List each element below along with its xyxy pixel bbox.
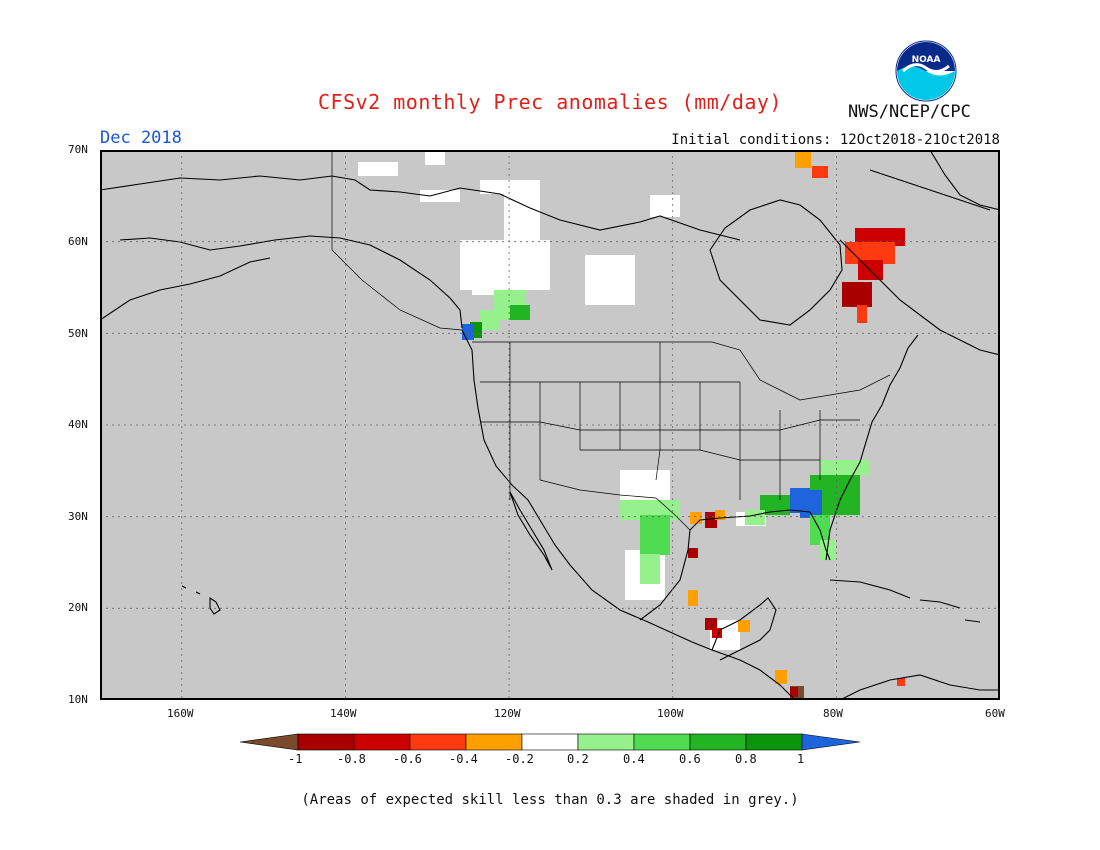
colorbar-label: 0.6	[679, 752, 701, 766]
lat-label-10n: 10N	[68, 693, 88, 706]
lat-label-30n: 30N	[68, 510, 88, 523]
lon-label-120w: 120W	[494, 707, 521, 720]
colorbar	[240, 733, 861, 751]
colorbar-label: -0.4	[449, 752, 478, 766]
colorbar-swatch	[521, 733, 579, 751]
colorbar-label: -0.6	[393, 752, 422, 766]
colorbar-swatch	[297, 733, 355, 751]
skill-caption: (Areas of expected skill less than 0.3 a…	[301, 792, 799, 808]
colorbar-swatch	[409, 733, 467, 751]
coastlines	[100, 150, 1000, 700]
agency-label: NWS/NCEP/CPC	[848, 102, 971, 122]
noaa-logo-text: NOAA	[912, 55, 941, 65]
noaa-logo: NOAA	[895, 40, 957, 102]
lat-label-40n: 40N	[68, 418, 88, 431]
lon-label-160w: 160W	[167, 707, 194, 720]
lat-label-60n: 60N	[68, 235, 88, 248]
precip-anomaly-map	[100, 150, 1000, 700]
colorbar-swatch-gt-1	[801, 733, 861, 751]
colorbar-label: 0.2	[567, 752, 589, 766]
borders	[331, 150, 891, 531]
colorbar-label: 0.8	[735, 752, 757, 766]
map-title: CFSv2 monthly Prec anomalies (mm/day)	[317, 90, 783, 114]
colorbar-swatch	[633, 733, 691, 751]
colorbar-label: -1	[288, 752, 303, 766]
lat-label-20n: 20N	[68, 601, 88, 614]
colorbar-swatch	[353, 733, 411, 751]
lon-label-80w: 80W	[823, 707, 843, 720]
colorbar-swatch	[689, 733, 747, 751]
initial-conditions: Initial conditions: 12Oct2018-21Oct2018	[671, 132, 1000, 148]
colorbar-swatch	[745, 733, 803, 751]
lon-label-140w: 140W	[330, 707, 357, 720]
lat-label-70n: 70N	[68, 143, 88, 156]
forecast-month: Dec 2018	[100, 128, 182, 148]
lon-label-60w: 60W	[985, 707, 1005, 720]
colorbar-swatch-lt-minus1	[240, 733, 299, 751]
colorbar-label: -0.2	[505, 752, 534, 766]
colorbar-label: 1	[797, 752, 805, 766]
lat-label-50n: 50N	[68, 327, 88, 340]
lon-label-100w: 100W	[657, 707, 684, 720]
colorbar-swatch	[577, 733, 635, 751]
gridlines	[100, 150, 1000, 700]
map-frame	[100, 150, 1000, 700]
colorbar-swatch	[465, 733, 523, 751]
colorbar-label: 0.4	[623, 752, 645, 766]
colorbar-label: -0.8	[337, 752, 366, 766]
dry-anomaly-cells	[688, 152, 905, 698]
wet-anomaly-cells	[462, 290, 870, 584]
